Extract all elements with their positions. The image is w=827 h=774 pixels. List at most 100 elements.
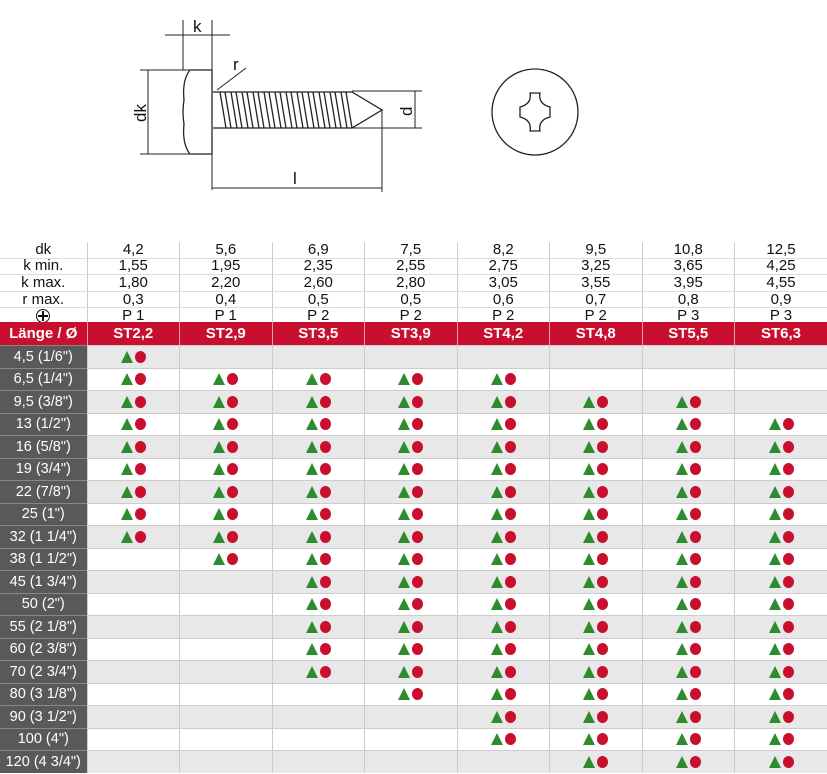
triangle-icon [583, 395, 596, 408]
dot-icon [227, 463, 239, 476]
dot-icon [689, 508, 701, 521]
triangle-icon [398, 440, 411, 453]
availability-cell [271, 682, 365, 706]
availability-mark [583, 463, 609, 476]
availability-cell [456, 637, 550, 661]
availability-mark [120, 530, 146, 543]
dot-icon [504, 508, 516, 521]
availability-mark [675, 733, 701, 746]
spec-label: dk [0, 242, 87, 259]
dot-icon [504, 688, 516, 701]
triangle-icon [213, 418, 226, 431]
availability-cell [271, 345, 365, 368]
availability-cell [641, 727, 735, 751]
thread-line [285, 91, 298, 129]
availability-mark [305, 395, 331, 408]
dot-icon [227, 553, 239, 566]
availability-mark [213, 418, 239, 431]
length-label: 120 (4 3/4") [0, 750, 87, 773]
availability-cell [179, 480, 272, 503]
availability-mark [490, 575, 516, 588]
availability-cell [734, 615, 827, 638]
thread-line [340, 91, 353, 129]
availability-mark [490, 530, 516, 543]
dot-icon [227, 418, 239, 431]
availability-cell [179, 435, 272, 458]
table-row: 60 (2 3/8") [0, 637, 827, 661]
dot-icon [782, 418, 794, 431]
availability-cell [271, 592, 365, 616]
triangle-icon [213, 395, 226, 408]
availability-cell [734, 367, 827, 391]
dot-icon [227, 508, 239, 521]
table-row: 32 (1 1/4") [0, 525, 827, 548]
availability-cell [271, 390, 365, 413]
availability-mark [583, 688, 609, 701]
spec-row: r max. 0,3 0,4 0,5 0,5 0,6 0,7 0,8 0,9 [0, 291, 827, 309]
dot-icon [412, 373, 424, 386]
availability-cell [549, 547, 642, 571]
availability-table: Länge / Ø ST2,2 ST2,9 ST3,5 ST3,9 ST4,2 ST4,8 S… [0, 322, 827, 773]
triangle-icon [583, 755, 596, 768]
availability-cell [641, 547, 735, 571]
triangle-icon [675, 688, 688, 701]
dot-icon [319, 530, 331, 543]
availability-mark [120, 508, 146, 521]
dot-icon [134, 530, 146, 543]
length-label: 38 (1 1/2") [0, 547, 87, 571]
spec-label: k min. [0, 258, 87, 276]
dot-icon [597, 755, 609, 768]
availability-cell [364, 727, 457, 751]
dot-icon [504, 485, 516, 498]
dot-icon [782, 485, 794, 498]
spec-row: k max. 1,80 2,20 2,60 2,80 3,05 3,55 3,95 4,55 [0, 274, 827, 292]
triangle-icon [120, 440, 133, 453]
table-row: 38 (1 1/2") [0, 547, 827, 571]
availability-cell [456, 592, 550, 616]
spec-value: 6,9 [271, 242, 365, 259]
size-column-header: ST2,2 [86, 322, 180, 346]
dot-icon [782, 553, 794, 566]
spec-value: 2,55 [364, 258, 457, 276]
availability-cell [641, 390, 735, 413]
availability-cell [86, 525, 180, 548]
availability-mark [398, 463, 424, 476]
triangle-icon [120, 418, 133, 431]
availability-mark [490, 373, 516, 386]
triangle-icon [583, 575, 596, 588]
availability-cell [86, 637, 180, 661]
availability-mark [305, 508, 331, 521]
availability-cell [179, 727, 272, 751]
availability-mark [768, 440, 794, 453]
size-column-header: ST5,5 [641, 322, 735, 346]
thread-line [263, 91, 276, 129]
availability-mark [675, 598, 701, 611]
dot-icon [597, 710, 609, 723]
availability-cell [549, 345, 642, 368]
dot-icon [319, 553, 331, 566]
availability-cell [86, 367, 180, 391]
availability-mark [768, 598, 794, 611]
availability-cell [271, 615, 365, 638]
dot-icon [597, 553, 609, 566]
triangle-icon [305, 463, 318, 476]
dot-icon [689, 620, 701, 633]
spec-value: 0,5 [364, 291, 457, 309]
availability-cell [364, 705, 457, 728]
availability-mark [675, 395, 701, 408]
availability-mark [675, 530, 701, 543]
availability-mark [398, 553, 424, 566]
dot-icon [319, 395, 331, 408]
dot-icon [689, 530, 701, 543]
availability-mark [490, 508, 516, 521]
thread-line [252, 91, 265, 129]
triangle-icon [768, 440, 781, 453]
triangle-icon [583, 598, 596, 611]
triangle-icon [305, 418, 318, 431]
availability-cell [641, 345, 735, 368]
availability-cell [734, 390, 827, 413]
dot-icon [597, 620, 609, 633]
triangle-icon [583, 620, 596, 633]
availability-cell [549, 390, 642, 413]
